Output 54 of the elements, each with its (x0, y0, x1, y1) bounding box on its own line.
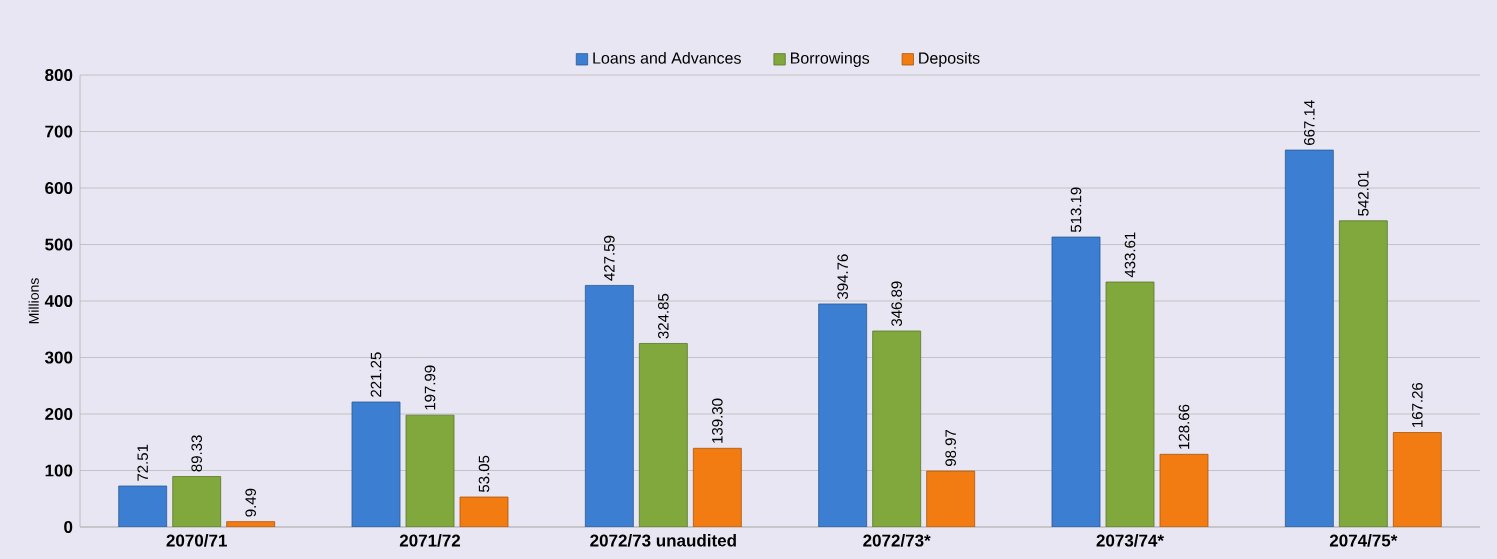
bar (692, 447, 742, 527)
x-tick-label: 2074/75* (1329, 534, 1398, 547)
y-tick-label: 0 (64, 521, 73, 534)
bar (926, 470, 976, 527)
y-axis-title: Millions (28, 278, 39, 324)
data-label: 394.76 (837, 254, 848, 300)
y-tick-label: 100 (45, 464, 73, 477)
data-label: 197.99 (424, 365, 436, 410)
data-label: 427.59 (604, 235, 615, 281)
y-tick-label: 600 (45, 182, 73, 195)
data-label: 542.01 (1358, 171, 1369, 216)
y-tick-label: 400 (44, 295, 73, 308)
data-label: 513.19 (1070, 187, 1082, 233)
data-label: 9.49 (245, 488, 256, 517)
bar (459, 496, 509, 527)
legend-label: Borrowings (790, 52, 870, 67)
legend-label: Deposits (919, 52, 980, 67)
data-label: 167.26 (1412, 382, 1423, 427)
bar (1051, 236, 1101, 527)
data-label: 221.25 (370, 352, 382, 397)
bar (1392, 432, 1442, 527)
legend-label: Loans and Advances (593, 52, 741, 64)
bar (872, 330, 922, 527)
bar (1159, 453, 1209, 527)
data-label: 667.14 (1304, 100, 1315, 145)
bar (1338, 220, 1388, 527)
x-tick-label: 2070/71 (166, 534, 227, 547)
data-label: 89.33 (191, 435, 202, 472)
bar (584, 285, 634, 527)
y-tick-label: 700 (45, 125, 73, 138)
x-tick-label: 2071/72 (399, 534, 461, 547)
data-label: 324.85 (658, 293, 669, 339)
data-label: 139.30 (712, 398, 723, 443)
data-label: 346.89 (891, 281, 902, 327)
x-tick-label: 2073/74* (1096, 534, 1164, 547)
data-label: 433.61 (1124, 232, 1136, 278)
bar (1284, 149, 1334, 527)
data-label: 53.05 (478, 455, 490, 493)
y-tick-label: 800 (45, 69, 73, 82)
data-label: 128.66 (1178, 404, 1190, 449)
bar (405, 414, 455, 527)
bar (638, 343, 688, 527)
bar (818, 303, 868, 527)
bar (118, 485, 168, 527)
data-label: 72.51 (137, 444, 148, 481)
x-tick-label: 2072/73 unaudited (590, 534, 736, 547)
y-tick-label: 500 (45, 238, 73, 251)
y-tick-label: 200 (45, 408, 73, 421)
bar (172, 476, 222, 527)
bar (1105, 281, 1155, 527)
data-label: 98.97 (945, 429, 956, 466)
x-tick-label: 2072/73* (863, 534, 931, 547)
y-tick-label: 300 (44, 351, 73, 364)
bar (351, 401, 401, 527)
